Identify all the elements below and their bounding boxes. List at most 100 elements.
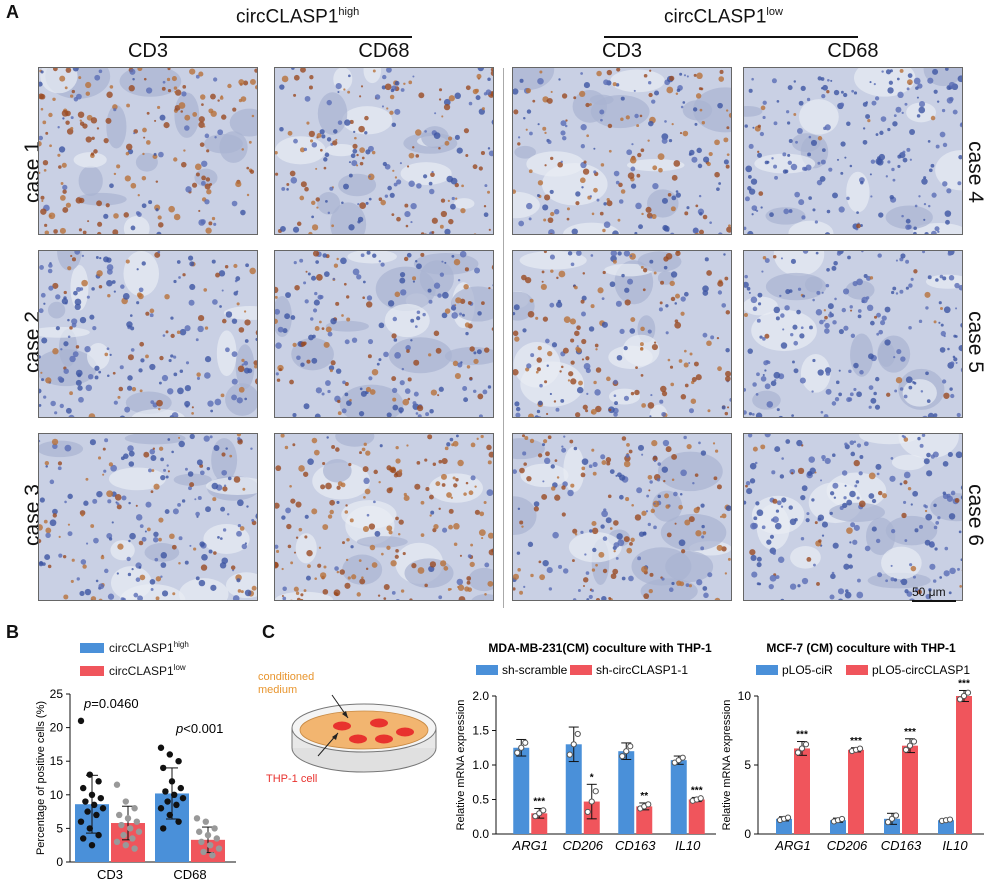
legend-label-high: circCLASP1high: [109, 640, 189, 655]
stained-cell: [184, 114, 191, 121]
nucleus: [914, 204, 918, 208]
nucleus: [910, 277, 914, 281]
ihc-image-case-2-cd68: [274, 250, 494, 418]
nucleus: [641, 453, 644, 456]
stained-cell: [199, 142, 205, 147]
nucleus: [904, 539, 908, 542]
tissue-region: [788, 220, 834, 234]
stained-cell: [791, 472, 794, 475]
stained-cell: [402, 398, 410, 406]
nucleus: [760, 376, 767, 382]
nucleus: [901, 214, 904, 218]
nucleus: [561, 135, 567, 141]
nucleus: [935, 278, 939, 282]
stained-cell: [752, 446, 758, 452]
nucleus: [167, 388, 174, 395]
group-separator-line: [503, 68, 504, 608]
nucleus: [166, 464, 169, 467]
nucleus: [195, 74, 200, 79]
nucleus: [81, 254, 85, 257]
stained-cell: [344, 381, 349, 387]
stained-cell: [618, 182, 623, 188]
nucleus: [359, 387, 363, 391]
stained-cell: [112, 371, 116, 375]
nucleus: [849, 541, 852, 544]
stained-cell: [645, 206, 652, 213]
nucleus: [824, 322, 830, 329]
stained-cell: [613, 520, 619, 526]
stained-cell: [174, 89, 182, 96]
stained-cell: [395, 549, 399, 553]
stained-cell: [943, 392, 950, 399]
stained-cell: [246, 166, 250, 170]
nucleus: [918, 101, 926, 108]
nucleus: [162, 80, 166, 84]
nucleus: [821, 94, 826, 99]
nucleus: [328, 365, 335, 371]
ihc-image-case-5-cd68: [743, 250, 963, 418]
stained-cell: [706, 161, 711, 167]
stained-cell: [308, 231, 313, 234]
nucleus: [430, 510, 435, 515]
nucleus: [800, 494, 806, 501]
nucleus: [757, 292, 763, 298]
stained-cell: [550, 486, 556, 491]
column-header-cd3-low: CD3: [601, 40, 642, 62]
nucleus: [459, 312, 463, 316]
stained-cell: [539, 574, 546, 581]
nucleus: [621, 576, 626, 581]
stained-cell: [479, 511, 485, 517]
stained-cell: [724, 572, 728, 575]
nucleus: [616, 533, 623, 540]
stained-cell: [368, 523, 376, 530]
stained-cell: [513, 189, 517, 194]
stained-cell: [474, 509, 480, 515]
stained-cell: [463, 128, 470, 134]
nucleus: [275, 544, 279, 549]
stained-cell: [191, 406, 194, 409]
stained-cell: [238, 79, 245, 85]
tissue-region: [86, 343, 110, 370]
stained-cell: [698, 87, 702, 91]
nucleus: [903, 471, 911, 479]
nucleus: [603, 202, 607, 206]
stained-cell: [200, 94, 206, 100]
stained-cell: [457, 586, 460, 589]
nucleus: [483, 212, 489, 218]
nucleus: [958, 345, 962, 352]
stained-cell: [191, 182, 198, 188]
nucleus: [580, 530, 584, 534]
nucleus: [64, 500, 67, 504]
stained-cell: [418, 92, 425, 99]
nucleus: [623, 346, 628, 351]
nucleus: [207, 400, 214, 407]
nucleus: [871, 100, 877, 106]
stained-cell: [371, 150, 376, 155]
stained-cell: [327, 514, 333, 519]
bar: [636, 806, 653, 834]
nucleus: [247, 368, 253, 374]
stained-cell: [524, 436, 529, 440]
nucleus: [909, 158, 912, 161]
nucleus: [366, 295, 373, 301]
nucleus: [820, 479, 823, 482]
stained-cell: [298, 465, 305, 472]
nucleus: [188, 255, 194, 261]
nucleus: [787, 85, 793, 91]
stained-cell: [537, 453, 543, 458]
stained-cell: [363, 442, 367, 446]
nucleus: [185, 186, 192, 193]
nucleus: [931, 230, 937, 234]
stained-cell: [453, 483, 458, 488]
nucleus: [812, 298, 815, 302]
stained-cell: [649, 572, 654, 577]
data-point: [619, 753, 626, 760]
nucleus: [949, 387, 953, 391]
nucleus: [756, 209, 759, 212]
nucleus: [688, 408, 694, 414]
tissue-region: [765, 207, 806, 225]
nucleus: [173, 355, 177, 359]
nucleus: [214, 136, 217, 139]
stained-cell: [457, 584, 465, 591]
nucleus: [960, 558, 962, 562]
